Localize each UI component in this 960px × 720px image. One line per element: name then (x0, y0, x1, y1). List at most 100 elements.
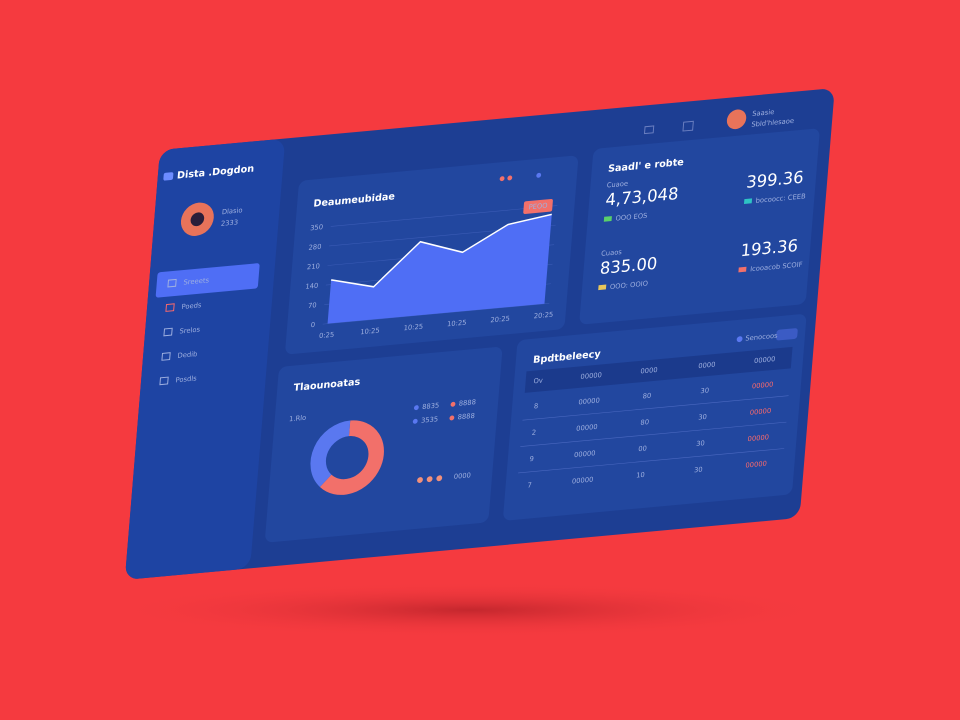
legend-dot (449, 415, 455, 421)
table-filter[interactable]: Senocoos (745, 332, 778, 343)
area (327, 214, 552, 324)
nav-item[interactable]: Poeds (181, 301, 202, 311)
row-divider (520, 421, 787, 447)
table-cell: 80 (640, 418, 649, 427)
nav-icon (161, 352, 171, 361)
sidebar (125, 139, 285, 579)
table-cell: 80 (642, 392, 651, 401)
nav-icon (159, 376, 169, 386)
donut-slice (310, 420, 351, 487)
top-avatar[interactable] (726, 109, 747, 130)
table-cell: 30 (698, 413, 707, 422)
user-name: Dlasio (222, 206, 243, 216)
filter-dot (736, 336, 743, 343)
y-tick-label: 350 (310, 223, 324, 232)
legend-dot (412, 418, 418, 424)
icon[interactable] (682, 120, 694, 132)
legend-dot (507, 175, 513, 181)
stat-label: Cuaos (601, 248, 623, 258)
stat-note-icon (603, 216, 612, 222)
table-cell: 00000 (752, 381, 774, 391)
stat-note: OOO EOS (615, 212, 647, 223)
x-tick-label: 20:25 (533, 311, 553, 321)
table-cell: 00000 (747, 433, 769, 443)
stat-note: OOO: OOIO (610, 280, 649, 292)
table-header (524, 346, 793, 393)
y-tick-label: 140 (305, 282, 319, 291)
topbar: Saasie Sbld'hlesaoe (643, 108, 794, 135)
legend-label: 8835 (422, 402, 440, 412)
x-tick-label: 10:25 (360, 327, 380, 337)
page-dot (436, 475, 443, 482)
badge: PEOO (528, 202, 548, 212)
nav-item[interactable]: Posdls (175, 374, 197, 384)
page-dot (426, 476, 433, 483)
badge-bg (523, 198, 553, 214)
table-cell: 10 (636, 471, 645, 480)
nav-item[interactable]: Srelos (179, 326, 201, 336)
table-cell: 00000 (574, 449, 596, 459)
x-tick-label: 20:25 (490, 315, 510, 325)
x-tick-label: 10:25 (403, 323, 423, 333)
panel (265, 347, 503, 543)
table-cell: 00000 (572, 476, 594, 486)
table-cell: 2 (531, 429, 536, 437)
legend-dot (450, 401, 456, 407)
table-cell: 00000 (578, 396, 600, 406)
donut-slice (319, 420, 384, 495)
x-tick-label: 10:25 (447, 319, 467, 329)
panel (503, 314, 807, 521)
table-cell: 9 (529, 455, 534, 463)
stat-note-icon (598, 284, 607, 291)
nav-icon (163, 327, 173, 337)
nav-icon (167, 278, 177, 288)
nav-item[interactable]: Sreeets (183, 276, 210, 286)
area-chart: 0 70 140 210 280 350 0:25 10:25 10:25 10:25 20:25 2… (305, 198, 558, 340)
user-role: 2333 (221, 218, 239, 228)
donut-center-label: 1.Rlo (289, 414, 307, 424)
stat-note-icon (738, 266, 747, 273)
table-header-cell: 00000 (580, 371, 602, 381)
table-cell: 00000 (745, 460, 767, 470)
legend-label: 8888 (457, 412, 475, 422)
table-cell: 30 (700, 386, 709, 395)
table-cell: 7 (527, 481, 532, 489)
y-tick-label: 210 (307, 262, 321, 271)
legend-dot (499, 176, 505, 182)
table-header-cell: 00000 (754, 355, 776, 365)
avatar-face (190, 212, 205, 227)
row-divider (518, 448, 785, 474)
nav-item[interactable]: Dedib (177, 350, 197, 360)
nav: Sreeets Poeds Srelos Dedib Posdls (159, 276, 210, 386)
table-header-cell: 0000 (698, 361, 716, 371)
table-cell: 30 (696, 439, 705, 448)
tablet: Dista .Dogdon Dlasio 2333 SreeetsPoedsSr… (125, 89, 834, 579)
row-divider (522, 395, 789, 421)
table-header-cell: 0000 (640, 366, 658, 376)
legend-dot (413, 405, 419, 411)
table-cell: 00 (638, 444, 647, 453)
grid-line (330, 205, 558, 227)
x-tick-label: 0:25 (319, 331, 335, 340)
y-tick-label: 0 (310, 321, 315, 329)
page-dot (417, 477, 423, 483)
icon[interactable] (643, 125, 655, 135)
top-user-role: Sbld'hlesaoe (751, 117, 794, 129)
stat-note-icon (743, 198, 753, 204)
legend-label: 3535 (421, 415, 439, 425)
nav-active[interactable] (155, 263, 260, 298)
line (330, 213, 552, 288)
y-tick-label: 70 (308, 301, 317, 310)
table-cell: 00000 (749, 407, 771, 417)
top-user-name: Saasie (752, 108, 775, 118)
shadow (110, 582, 830, 638)
table-cell: 8 (534, 402, 539, 410)
legend-dot (536, 172, 542, 178)
table-cell: 00000 (576, 423, 598, 433)
filter-toggle[interactable] (776, 328, 798, 341)
table-cell: 30 (694, 466, 703, 475)
donut-footer: 0000 (453, 471, 471, 481)
